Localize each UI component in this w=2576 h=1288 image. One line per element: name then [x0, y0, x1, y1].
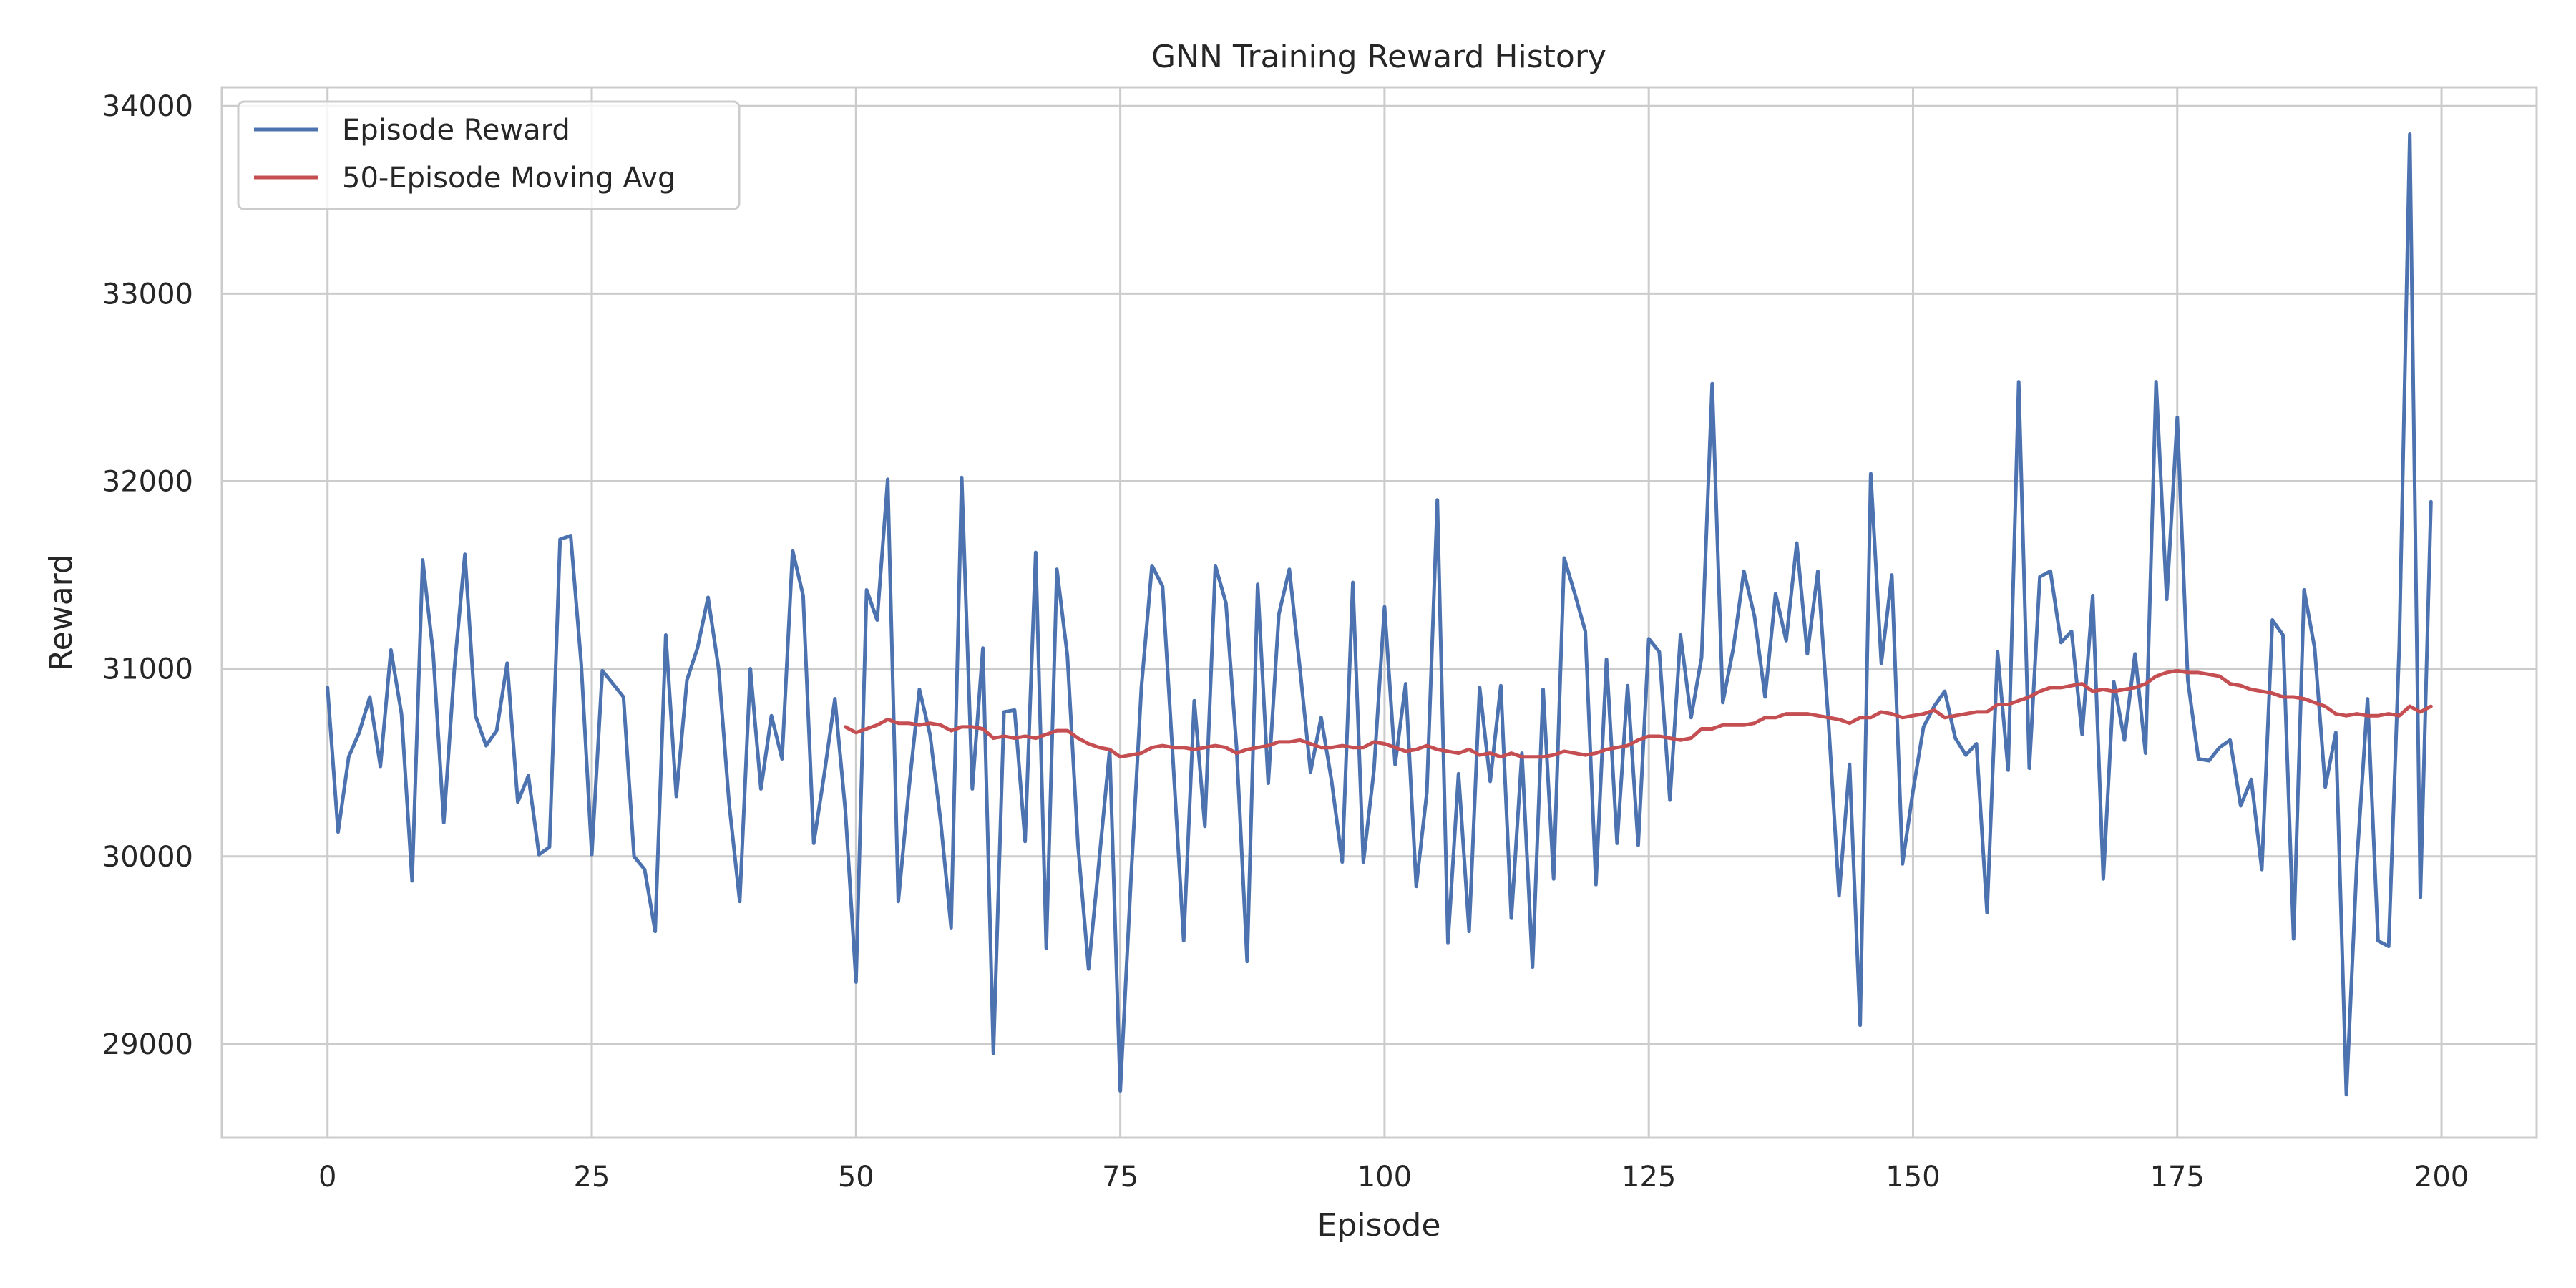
y-axis-label: Reward	[43, 554, 79, 671]
series-layer	[326, 132, 2433, 1097]
legend-label-moving-avg: 50-Episode Moving Avg	[342, 162, 675, 195]
x-axis-label: Episode	[1317, 1207, 1441, 1244]
y-tick-label: 33000	[102, 278, 193, 311]
x-tick-label: 200	[2414, 1161, 2469, 1194]
y-tick-label: 29000	[102, 1028, 193, 1061]
x-tick-labels: 0 25 50 75 100 125 150 175 200	[318, 1161, 2469, 1194]
x-tick-label: 125	[1621, 1161, 1676, 1194]
series-line-episode-reward	[326, 132, 2433, 1097]
y-gridlines	[222, 104, 2537, 1045]
x-tick-label: 25	[574, 1161, 610, 1194]
x-tick-label: 50	[838, 1161, 874, 1194]
y-tick-labels: 29000 30000 31000 32000 33000 34000	[102, 90, 193, 1061]
x-tick-label: 75	[1102, 1161, 1138, 1194]
legend-label-episode-reward: Episode Reward	[342, 114, 570, 147]
legend: Episode Reward 50-Episode Moving Avg	[237, 100, 741, 210]
y-tick-label: 30000	[102, 841, 193, 874]
series-line-50-episode-moving-avg	[844, 668, 2433, 759]
x-tick-label: 100	[1357, 1161, 1412, 1194]
y-tick-label: 34000	[102, 90, 193, 123]
x-tick-label: 0	[318, 1161, 336, 1194]
y-tick-label: 31000	[102, 653, 193, 686]
y-tick-label: 32000	[102, 466, 193, 499]
chart-title: GNN Training Reward History	[1151, 39, 1606, 75]
x-tick-label: 150	[1885, 1161, 1940, 1194]
x-tick-label: 175	[2150, 1161, 2205, 1194]
legend-box	[237, 100, 741, 210]
plot-frame	[220, 86, 2538, 1139]
